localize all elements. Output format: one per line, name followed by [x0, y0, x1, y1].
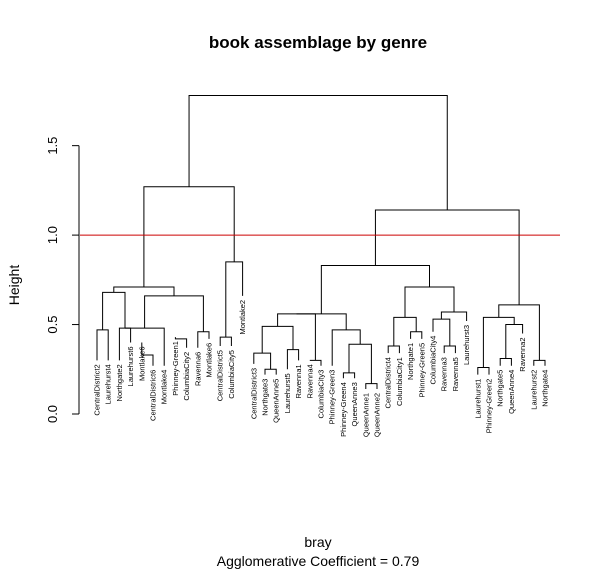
leaf-label: Ravenna2: [518, 337, 527, 371]
dendrogram-link: [342, 372, 356, 379]
leaf-label: ColumbiaCity4: [429, 336, 438, 385]
leaf-label: Ravenna5: [451, 357, 460, 391]
leaf-label: Laurehurst6: [126, 346, 135, 386]
leaf-label: Phinney-Green1: [171, 341, 180, 396]
dendrogram-link: [374, 209, 520, 305]
dendrogram-link: [309, 359, 322, 366]
dendrogram-link: [143, 186, 235, 287]
dendrogram-link: [102, 291, 126, 330]
leaf-label: CentralDistrict4: [384, 357, 393, 408]
leaf-label: Laurehurst4: [104, 364, 113, 404]
leaf-label: Montlake6: [137, 346, 146, 381]
dendrogram-link: [477, 366, 490, 375]
x-axis-label: bray: [304, 534, 331, 550]
leaf-label: Laurehurst2: [529, 370, 538, 410]
leaf-label: Northgate4: [541, 370, 550, 407]
chart-title: book assemblage by genre: [209, 33, 427, 52]
leaf-label: QueenAnne4: [507, 370, 516, 414]
leaf-label: QueenAnne1: [361, 393, 370, 437]
dendrogram-link: [219, 336, 232, 347]
agglomerative-coefficient: Agglomerative Coefficient = 0.79: [217, 553, 420, 569]
leaf-label: CentralDistrict5: [216, 350, 225, 401]
dendrogram-link: [410, 331, 423, 339]
y-tick-label: 0.0: [45, 405, 60, 423]
y-axis: 0.0 0.5 1.0 1.5: [45, 137, 80, 423]
leaf-label: Northgate5: [496, 370, 505, 407]
y-tick-label: 0.5: [45, 316, 60, 334]
dendrogram-link: [387, 345, 400, 354]
dendrogram-link: [348, 343, 372, 384]
dendrogram-link: [404, 286, 455, 318]
dendrogram-link: [277, 313, 316, 361]
leaf-label: Ravenna3: [440, 357, 449, 391]
dendrogram-link: [331, 329, 361, 366]
dendrogram-link: [188, 95, 448, 211]
leaf-label: Montlake4: [160, 370, 169, 405]
dendrogram-links: [96, 95, 546, 389]
dendrogram-link: [320, 265, 430, 314]
leaf-label: CentralDistrict3: [249, 368, 258, 419]
leaf-label: Laurehurst1: [473, 379, 482, 419]
dendrogram-link: [141, 342, 154, 366]
y-tick-label: 1.5: [45, 137, 60, 155]
dendrogram-link: [174, 337, 188, 348]
dendrogram-link: [533, 359, 546, 366]
dendrogram-link: [296, 313, 347, 330]
y-tick-label: 1.0: [45, 226, 60, 244]
dendrogram-link: [264, 368, 277, 375]
leaf-label: Ravenna6: [193, 352, 202, 386]
dendrogram-link: [125, 327, 165, 366]
leaf-label: Phinney-Green3: [328, 370, 337, 425]
dendrogram-link: [144, 295, 204, 332]
leaf-label: Phinney-Green2: [485, 379, 494, 434]
dendrogram-link: [96, 329, 109, 361]
leaf-label: Ravenna1: [294, 364, 303, 398]
leaf-label: CentralDistrict2: [93, 364, 102, 415]
leaf-label: ColumbiaCity1: [395, 357, 404, 406]
dendrogram-link: [113, 286, 175, 296]
leaf-label: Northgate2: [115, 364, 124, 401]
leaf-label: Phinney-Green5: [417, 343, 426, 398]
leaf-label: CentralDistrict6: [149, 370, 158, 421]
dendrogram-link: [253, 352, 272, 370]
leaf-label: QueenAnne5: [272, 379, 281, 423]
leaf-label: ColumbiaCity5: [227, 350, 236, 399]
leaf-label: Northgate3: [261, 379, 270, 416]
leaf-label: ColumbiaCity3: [317, 370, 326, 419]
leaf-label: QueenAnne3: [350, 382, 359, 426]
dendrogram-link: [443, 345, 456, 354]
dendrogram-link: [365, 383, 378, 389]
y-axis-label: Height: [6, 265, 22, 306]
leaf-labels: CentralDistrict2 Laurehurst4 Northgate2 Lau…: [93, 300, 550, 437]
dendrogram-link: [499, 358, 512, 366]
leaf-label: ColumbiaCity2: [182, 352, 191, 401]
leaf-label: Montlake2: [238, 300, 247, 335]
leaf-label: Phinney-Green4: [339, 382, 348, 437]
leaf-label: Northgate1: [406, 343, 415, 380]
leaf-label: Laurehurst3: [462, 325, 471, 365]
leaf-label: Ravenna4: [305, 364, 314, 398]
leaf-label: Laurehurst5: [283, 373, 292, 413]
leaf-label: Montlake6: [205, 343, 214, 378]
leaf-label: QueenAnne2: [373, 393, 382, 437]
